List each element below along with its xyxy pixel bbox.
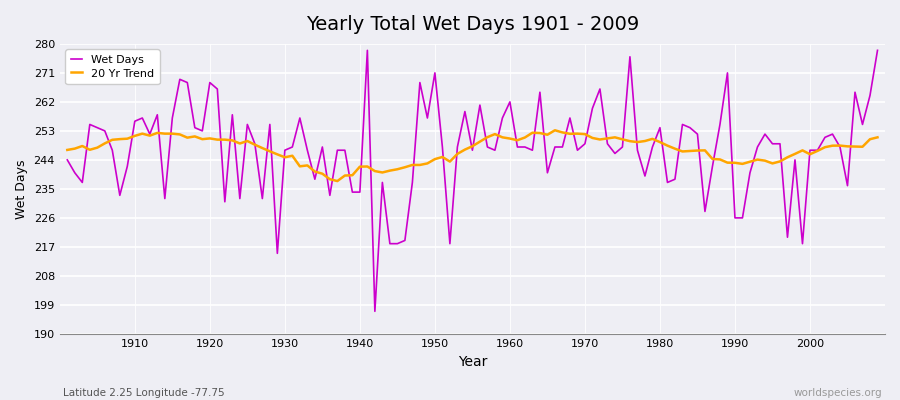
20 Yr Trend (287, 153, 298, 158)
Wet Days (62, 158, 73, 162)
20 Yr Trend (872, 135, 883, 140)
20 Yr Trend (609, 135, 620, 140)
Legend: Wet Days, 20 Yr Trend: Wet Days, 20 Yr Trend (66, 50, 159, 84)
20 Yr Trend (339, 173, 350, 178)
Title: Yearly Total Wet Days 1901 - 2009: Yearly Total Wet Days 1901 - 2009 (306, 15, 639, 34)
Wet Days (332, 148, 343, 153)
Wet Days (362, 48, 373, 53)
20 Yr Trend (550, 128, 561, 133)
X-axis label: Year: Year (458, 355, 487, 369)
Y-axis label: Wet Days: Wet Days (15, 159, 28, 219)
Text: Latitude 2.25 Longitude -77.75: Latitude 2.25 Longitude -77.75 (63, 388, 225, 398)
Wet Days (512, 145, 523, 150)
Wet Days (872, 48, 883, 53)
Line: 20 Yr Trend: 20 Yr Trend (68, 130, 878, 181)
20 Yr Trend (122, 136, 132, 141)
Wet Days (122, 164, 132, 169)
Wet Days (287, 145, 298, 150)
Wet Days (519, 145, 530, 150)
Wet Days (609, 151, 620, 156)
20 Yr Trend (332, 179, 343, 184)
20 Yr Trend (512, 138, 523, 143)
Line: Wet Days: Wet Days (68, 50, 878, 311)
Text: worldspecies.org: worldspecies.org (794, 388, 882, 398)
20 Yr Trend (62, 148, 73, 152)
20 Yr Trend (505, 136, 516, 141)
Wet Days (370, 309, 381, 314)
